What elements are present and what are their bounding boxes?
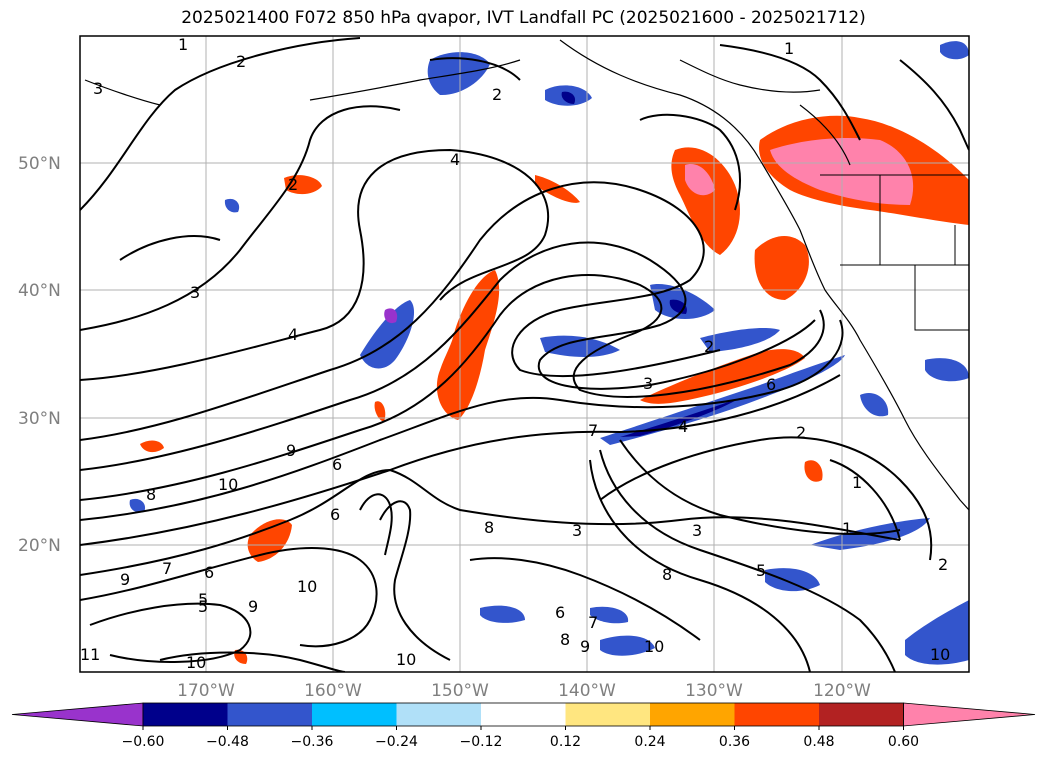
colorbar-tick-label: 0.60 bbox=[888, 734, 919, 750]
contour-label: 6 bbox=[332, 455, 342, 474]
colorbar-segment bbox=[734, 703, 820, 726]
map-frame bbox=[79, 35, 970, 673]
colorbar-segment bbox=[650, 703, 735, 726]
contour-label: 6 bbox=[204, 563, 214, 582]
lat-label: 40°N bbox=[18, 281, 61, 301]
coastline bbox=[84, 39, 969, 511]
contour-label: 5 bbox=[198, 597, 208, 616]
colorbar-segment bbox=[227, 703, 313, 726]
contour-label: 2 bbox=[288, 175, 298, 194]
contour-label: 8 bbox=[662, 565, 672, 584]
contour-label: 3 bbox=[692, 521, 702, 540]
neg-anomaly-jet bbox=[600, 355, 845, 445]
ivt-contours bbox=[80, 37, 969, 672]
contour-label: 10 bbox=[297, 577, 317, 596]
contour-label: 8 bbox=[484, 518, 494, 537]
contour-label: 2 bbox=[236, 52, 246, 71]
colorbar-tick-label: −0.24 bbox=[375, 734, 418, 750]
lon-label: 120°W bbox=[813, 681, 871, 701]
lon-label: 140°W bbox=[558, 681, 616, 701]
lon-label: 150°W bbox=[431, 681, 489, 701]
contour-label: 9 bbox=[120, 570, 130, 589]
colorbar-tick-label: 0.48 bbox=[803, 734, 834, 750]
contour-label: 4 bbox=[678, 417, 688, 436]
contour-label: 10 bbox=[930, 645, 950, 664]
contour-label: 3 bbox=[93, 79, 103, 98]
colorbar-segment bbox=[481, 703, 566, 726]
colorbar-tick-label: −0.36 bbox=[291, 734, 334, 750]
contour-label: 2 bbox=[704, 337, 714, 356]
contour-label: 1 bbox=[178, 35, 188, 54]
contour-label: 3 bbox=[572, 521, 582, 540]
map-panel: 1 2 3 4 2 3 4 2 2 3 4 7 3 6 2 1 1 2 5 8 … bbox=[80, 35, 969, 672]
contour-label: 10 bbox=[644, 637, 664, 656]
colorbar-tick-label: 0.36 bbox=[719, 734, 750, 750]
contour-label: 7 bbox=[588, 421, 598, 440]
lon-label: 130°W bbox=[685, 681, 743, 701]
contour-label: 6 bbox=[555, 603, 565, 622]
latitude-labels: 50°N 40°N 30°N 20°N bbox=[18, 154, 61, 556]
contour-label: 1 bbox=[784, 39, 794, 58]
colorbar-segment bbox=[143, 703, 228, 726]
graticule bbox=[80, 36, 969, 672]
colorbar-tick-label: −0.12 bbox=[460, 734, 503, 750]
contour-label: 6 bbox=[330, 505, 340, 524]
contour-label: 11 bbox=[80, 645, 100, 664]
contour-label: 7 bbox=[162, 559, 172, 578]
colorbar-extend-max bbox=[903, 702, 1036, 727]
contour-labels: 1 2 3 4 2 3 4 2 2 3 4 7 3 6 2 1 1 2 5 8 … bbox=[80, 35, 950, 672]
contour-label: 9 bbox=[286, 441, 296, 460]
longitude-labels: 170°W 160°W 150°W 140°W 130°W 120°W bbox=[177, 681, 871, 701]
pos-anomaly-ridge bbox=[436, 270, 500, 420]
map-title: 2025021400 F072 850 hPa qvapor, IVT Land… bbox=[181, 8, 866, 28]
contour-label: 8 bbox=[146, 485, 156, 504]
contour-label: 10 bbox=[396, 650, 416, 669]
colorbar-segment bbox=[819, 703, 904, 726]
state-borders bbox=[820, 174, 969, 331]
lon-label: 170°W bbox=[177, 681, 235, 701]
contour-label: 9 bbox=[248, 597, 258, 616]
colorbar-segment bbox=[396, 703, 482, 726]
colorbar-extend-min bbox=[11, 702, 144, 727]
contour-label: 7 bbox=[588, 613, 598, 632]
colorbar-segment bbox=[565, 703, 651, 726]
colorbar-tick-label: 0.24 bbox=[634, 734, 665, 750]
pos-anomaly-bc-core bbox=[685, 164, 715, 196]
contour-label: 1 bbox=[852, 473, 862, 492]
contour-label: 1 bbox=[842, 519, 852, 538]
contour-label: 3 bbox=[190, 283, 200, 302]
contour-label: 4 bbox=[288, 325, 298, 344]
contour-label: 5 bbox=[756, 561, 766, 580]
contour-label: 10 bbox=[186, 653, 206, 672]
pos-anomaly-coast bbox=[754, 235, 809, 300]
lat-label: 30°N bbox=[18, 409, 61, 429]
colorbar-tick-label: −0.48 bbox=[206, 734, 249, 750]
colorbar-outline bbox=[142, 702, 904, 727]
contour-label: 4 bbox=[450, 150, 460, 169]
colorbar-tick-label: −0.60 bbox=[122, 734, 165, 750]
contour-label: 2 bbox=[492, 85, 502, 104]
contour-label: 3 bbox=[643, 374, 653, 393]
lat-label: 20°N bbox=[18, 536, 61, 556]
contour-label: 9 bbox=[580, 637, 590, 656]
colorbar-segment bbox=[312, 703, 397, 726]
contour-label: 8 bbox=[560, 630, 570, 649]
pos-anomaly-jet bbox=[640, 349, 805, 404]
contour-label: 6 bbox=[766, 375, 776, 394]
contour-label: 2 bbox=[796, 423, 806, 442]
anomaly-fills bbox=[129, 41, 969, 665]
contour-label: 2 bbox=[938, 555, 948, 574]
contour-label: 10 bbox=[218, 475, 238, 494]
lon-label: 160°W bbox=[304, 681, 362, 701]
colorbar-tick-label: 0.12 bbox=[550, 734, 581, 750]
colorbar: −0.60 −0.48 −0.36 −0.24 −0.12 0.12 0.24 0.36 0.4… bbox=[11, 702, 1036, 750]
contour-label: 5 bbox=[198, 590, 208, 609]
pos-anomaly-subtrop bbox=[247, 519, 292, 562]
lat-label: 50°N bbox=[18, 154, 61, 174]
